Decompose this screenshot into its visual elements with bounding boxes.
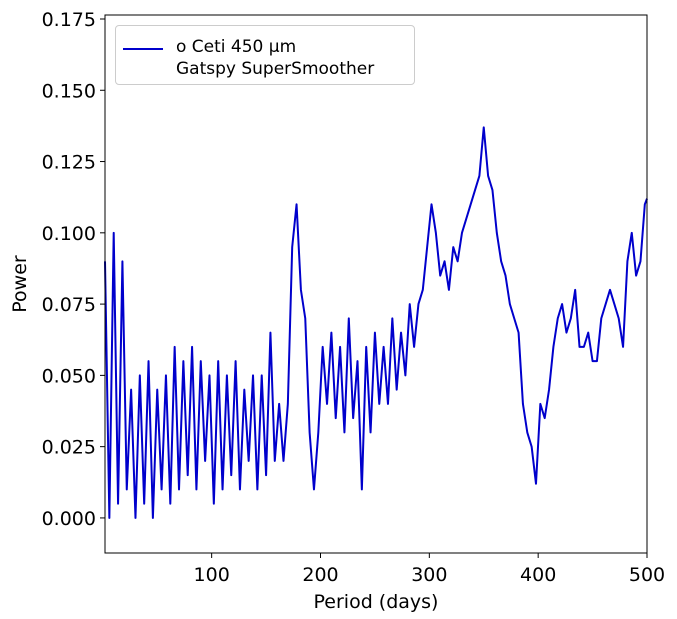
x-axis-label: Period (days) <box>314 591 439 613</box>
x-tick-label: 500 <box>629 564 665 586</box>
y-tick-label: 0.150 <box>42 80 96 102</box>
y-tick-label: 0.125 <box>42 152 96 174</box>
x-tick-label: 400 <box>520 564 556 586</box>
y-tick-label: 0.050 <box>42 365 96 387</box>
y-tick-label: 0.175 <box>42 9 96 31</box>
x-tick-label: 100 <box>194 564 230 586</box>
legend: o Ceti 450 μm Gatspy SuperSmoother <box>115 25 415 85</box>
y-tick-label: 0.025 <box>42 437 96 459</box>
y-tick-label: 0.000 <box>42 508 96 530</box>
legend-entry: o Ceti 450 μm Gatspy SuperSmoother <box>176 37 375 79</box>
x-tick-label: 300 <box>411 564 447 586</box>
plot-frame <box>104 14 648 554</box>
y-axis-label: Power <box>9 255 31 313</box>
x-tick-label: 200 <box>302 564 338 586</box>
legend-swatch <box>123 48 163 50</box>
series-line <box>104 126 648 519</box>
y-tick-label: 0.100 <box>42 223 96 245</box>
y-tick-label: 0.075 <box>42 294 96 316</box>
